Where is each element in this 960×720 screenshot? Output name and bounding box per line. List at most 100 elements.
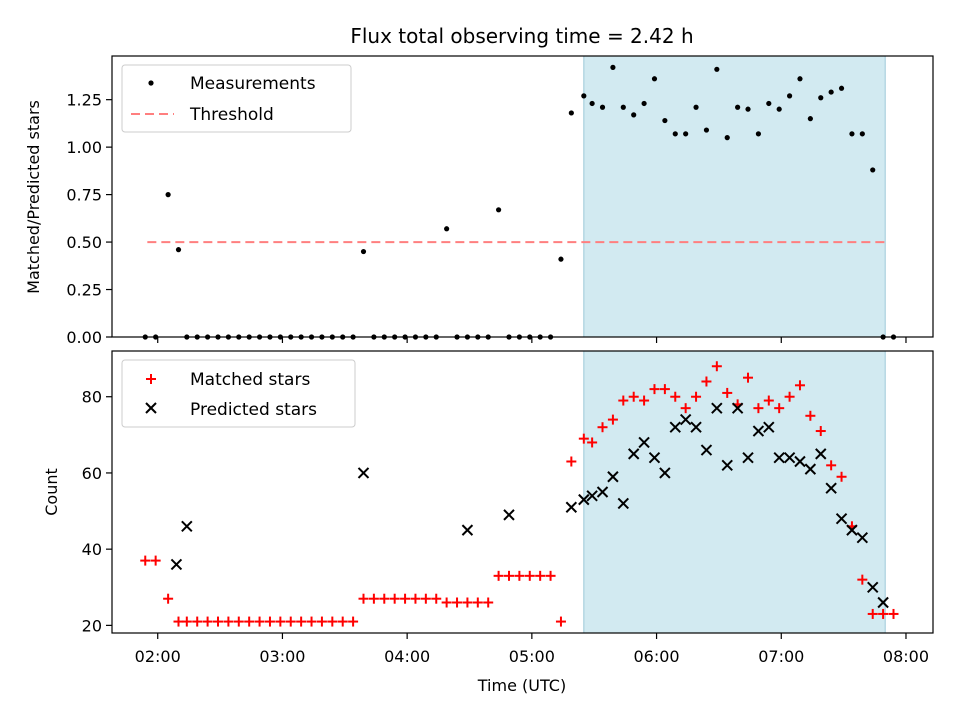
x-tick-label: 07:00 bbox=[758, 647, 804, 666]
matched-star-point bbox=[452, 597, 463, 608]
bottom-legend: Matched stars Predicted stars bbox=[121, 359, 356, 428]
matched-star-point bbox=[597, 422, 608, 433]
measurement-point bbox=[807, 116, 813, 122]
top-x-ticks bbox=[157, 337, 907, 343]
matched-star-point bbox=[285, 616, 296, 627]
measurement-point bbox=[360, 248, 367, 255]
matched-star-point bbox=[878, 608, 889, 619]
measurement-point bbox=[849, 131, 855, 137]
matched-legend-marker bbox=[146, 374, 156, 384]
predicted-star-point bbox=[846, 524, 858, 536]
measurement-point bbox=[786, 93, 793, 99]
bottom-y-tick-label: 40 bbox=[82, 540, 102, 559]
matched-star-point bbox=[254, 616, 265, 627]
matched-star-points bbox=[140, 361, 899, 627]
measurement-point bbox=[745, 106, 751, 112]
measurement-point bbox=[631, 112, 637, 118]
matched-star-point bbox=[389, 593, 400, 604]
matched-star-point bbox=[472, 597, 483, 608]
predicted-star-point bbox=[752, 425, 765, 437]
measurement-point bbox=[651, 76, 658, 82]
measurements-legend-label: Measurements bbox=[190, 74, 316, 94]
matched-star-point bbox=[441, 597, 452, 608]
measurement-point bbox=[641, 100, 647, 107]
matched-star-point bbox=[264, 616, 275, 627]
matched-star-point bbox=[493, 570, 504, 581]
threshold-legend-label: Threshold bbox=[189, 105, 274, 125]
measurement-point bbox=[838, 85, 845, 91]
predicted-star-point bbox=[835, 512, 848, 525]
matched-star-point bbox=[701, 376, 712, 387]
predicted-star-point bbox=[700, 444, 713, 456]
predicted-star-point bbox=[773, 451, 785, 464]
matched-star-point bbox=[545, 570, 556, 581]
predicted-star-point bbox=[804, 463, 817, 475]
matched-star-point bbox=[233, 616, 244, 627]
measurement-point bbox=[610, 64, 616, 70]
matched-star-point bbox=[649, 384, 660, 395]
bottom-axes-frame bbox=[111, 350, 934, 634]
chart-title: Flux total observing time = 2.42 h bbox=[350, 24, 693, 48]
matched-star-point bbox=[618, 395, 629, 406]
matched-star-point bbox=[628, 391, 639, 402]
matched-star-point bbox=[857, 574, 868, 585]
measurement-point bbox=[672, 131, 678, 137]
predicted-star-point bbox=[711, 402, 723, 414]
matched-star-point bbox=[711, 361, 722, 372]
matched-star-point bbox=[774, 403, 785, 414]
matched-star-point bbox=[348, 616, 359, 627]
matched-star-point bbox=[213, 616, 224, 627]
matched-star-point bbox=[555, 616, 566, 627]
matched-star-point bbox=[420, 593, 431, 604]
bottom-x-ticks: 02:00 03:00 04:00 05:00 06:00 07:00 08:00 bbox=[135, 633, 929, 666]
measurement-point bbox=[589, 100, 595, 107]
matched-star-point bbox=[753, 403, 764, 414]
predicted-star-point bbox=[669, 421, 681, 433]
matched-star-point bbox=[888, 608, 899, 619]
measurement-point bbox=[444, 226, 450, 232]
predicted-star-point bbox=[825, 482, 837, 494]
measurement-point bbox=[620, 104, 626, 110]
top-legend: Measurements Threshold bbox=[121, 64, 352, 133]
measurement-point bbox=[797, 76, 803, 82]
top-y-tick-label: 1.25 bbox=[66, 91, 102, 110]
predicted-legend-label: Predicted stars bbox=[190, 400, 317, 420]
predicted-star-points bbox=[170, 402, 889, 609]
measurement-point bbox=[599, 104, 606, 110]
predicted-legend-marker bbox=[145, 402, 157, 414]
measurement-point bbox=[495, 207, 502, 213]
matched-star-point bbox=[805, 410, 816, 421]
predicted-star-point bbox=[794, 455, 806, 468]
predicted-star-point bbox=[815, 448, 827, 460]
measurement-point bbox=[683, 131, 689, 137]
matched-star-point bbox=[535, 570, 546, 581]
predicted-star-point bbox=[679, 413, 692, 426]
predicted-star-point bbox=[877, 596, 889, 609]
matched-star-point bbox=[431, 593, 442, 604]
predicted-star-point bbox=[596, 486, 609, 498]
bottom-y-tick-label: 60 bbox=[82, 464, 102, 483]
measurement-point bbox=[818, 95, 824, 101]
predicted-star-point bbox=[607, 471, 619, 483]
bottom-y-tick-label: 80 bbox=[82, 388, 102, 407]
matched-star-point bbox=[316, 616, 327, 627]
measurement-point bbox=[735, 104, 741, 110]
matched-star-point bbox=[202, 616, 213, 627]
matched-star-point bbox=[275, 616, 286, 627]
predicted-star-point bbox=[763, 421, 775, 433]
x-axis-label: Time (UTC) bbox=[477, 676, 566, 695]
measurements-legend-marker bbox=[148, 80, 154, 86]
predicted-star-point bbox=[648, 451, 661, 464]
top-y-tick-label: 0.25 bbox=[66, 281, 102, 300]
predicted-star-point bbox=[617, 497, 630, 510]
predicted-star-point bbox=[503, 509, 515, 521]
predicted-star-point bbox=[690, 421, 702, 433]
measurement-point bbox=[558, 256, 564, 262]
matched-star-point bbox=[379, 593, 390, 604]
measurement-point bbox=[703, 127, 710, 133]
matched-star-point bbox=[639, 395, 650, 406]
matched-star-point bbox=[358, 593, 369, 604]
measurement-point bbox=[859, 131, 865, 137]
matched-star-point bbox=[836, 471, 847, 482]
